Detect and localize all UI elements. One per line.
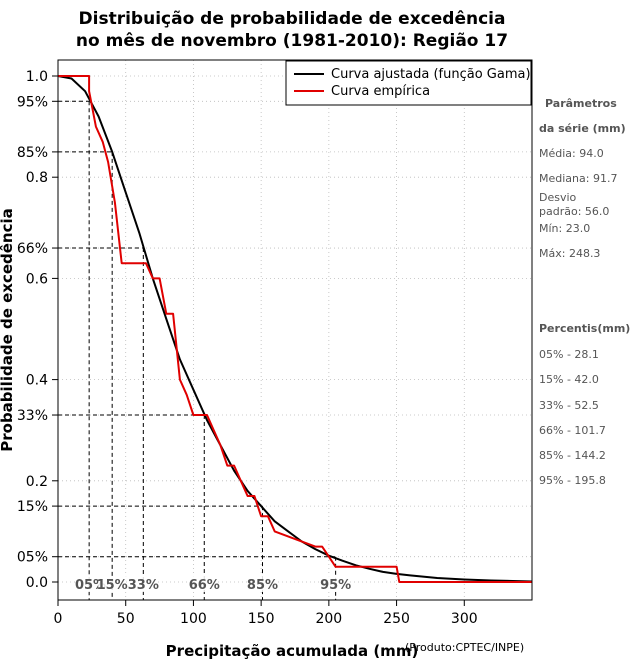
- y-tick-label: 33%: [17, 408, 48, 424]
- percentile-label: 33%: [128, 578, 159, 593]
- chart-title-line2: no mês de novembro (1981-2010): Região 1…: [76, 31, 508, 51]
- x-tick-label: 0: [54, 611, 63, 627]
- percentil-85: 85% - 144.2: [539, 449, 606, 462]
- y-tick-label: 15%: [17, 499, 48, 515]
- x-tick-label: 300: [451, 611, 478, 627]
- percentile-label-bg: [98, 576, 127, 592]
- percentile-label-bg: [248, 576, 277, 592]
- percentil-66: 66% - 101.7: [539, 424, 606, 437]
- percentil-15: 15% - 42.0: [539, 373, 599, 386]
- y-tick-label: 85%: [17, 145, 48, 161]
- percentile-label: 95%: [320, 578, 351, 593]
- y-tick-label: 95%: [17, 94, 48, 110]
- y-tick-label: 0.4: [26, 373, 48, 389]
- y-tick-label: 0.2: [26, 474, 48, 490]
- y-tick-label: 0.0: [26, 575, 48, 591]
- percentile-label-bg: [129, 576, 158, 592]
- y-tick-label: 0.6: [26, 271, 48, 287]
- percentile-label-bg: [190, 576, 219, 592]
- percentile-label-bg: [76, 576, 105, 592]
- grid: [57, 60, 532, 600]
- x-tick-label: 150: [248, 611, 275, 627]
- percentil-95: 95% - 195.8: [539, 474, 606, 487]
- percentil-05: 05% - 28.1: [539, 348, 599, 361]
- params-heading-1: Parâmetros: [545, 97, 617, 110]
- legend-label-empirical: Curva empírica: [331, 84, 430, 99]
- percentil-33: 33% - 52.5: [539, 399, 599, 412]
- percentile-labels: 05%15% 33% 66% 85% 95%: [75, 576, 351, 593]
- percentile-label: 15%: [97, 578, 128, 593]
- param-min: Mín: 23.0: [539, 222, 590, 235]
- legend-label-fitted: Curva ajustada (função Gama): [331, 67, 531, 82]
- params-heading-2: da série (mm): [539, 122, 626, 135]
- x-axis-ticks: 0 50 100 150 200 250 300: [54, 600, 478, 627]
- param-max: Máx: 248.3: [539, 247, 600, 260]
- param-desvio-2: padrão: 56.0: [539, 205, 609, 218]
- series-group: [57, 75, 533, 583]
- series-line-empirical: [58, 75, 532, 583]
- plot-frame: [57, 59, 533, 601]
- series-line-fitted-gamma: [57, 75, 533, 583]
- percentile-guides: [58, 100, 337, 600]
- x-tick-label: 250: [383, 611, 410, 627]
- y-tick-label: 05%: [17, 550, 48, 566]
- x-axis-label: Precipitação acumulada (mm): [166, 642, 419, 660]
- x-tick-label: 100: [180, 611, 207, 627]
- percentis-heading: Percentis(mm): [539, 322, 630, 335]
- percentile-label-bg: [321, 576, 350, 592]
- credit-text: (Produto:CPTEC/INPE): [405, 641, 524, 654]
- y-tick-label: 66%: [17, 241, 48, 257]
- legend: Curva ajustada (função Gama) Curva empír…: [285, 60, 532, 106]
- legend-box: [285, 60, 532, 106]
- param-media: Média: 94.0: [539, 147, 604, 160]
- y-axis-ticks: 1.0 95% 85% 0.8 66% 0.6 0.4 33% 0.2 15% 05% 0.0: [17, 69, 58, 591]
- param-desvio-1: Desvio: [539, 191, 577, 204]
- y-axis-label: Probabilidade de excedência: [0, 208, 16, 452]
- x-tick-label: 50: [117, 611, 135, 627]
- param-mediana: Mediana: 91.7: [539, 172, 617, 185]
- chart-title-line1: Distribuição de probabilidade de excedên…: [79, 9, 506, 29]
- x-tick-label: 200: [315, 611, 342, 627]
- percentile-label: 85%: [247, 578, 278, 593]
- percentile-label: 66%: [189, 578, 220, 593]
- side-panel: Parâmetros da série (mm) Média: 94.0 Med…: [539, 97, 630, 487]
- y-tick-label: 0.8: [26, 170, 48, 186]
- y-tick-label: 1.0: [26, 69, 48, 85]
